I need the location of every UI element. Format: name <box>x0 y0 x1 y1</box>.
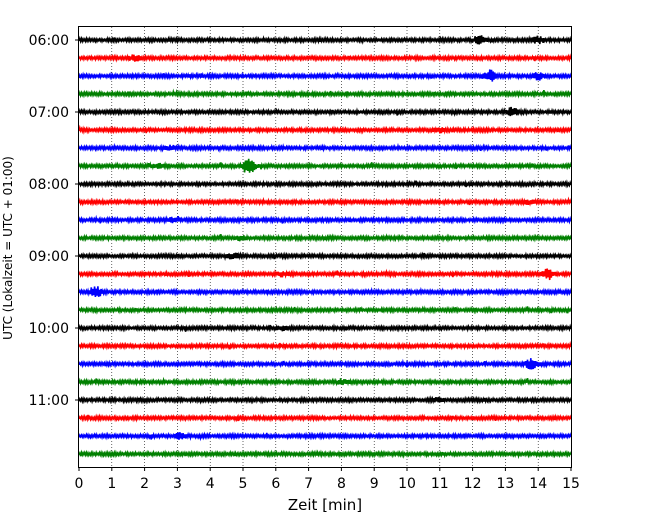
y-tick-label: 10:00 <box>29 321 69 337</box>
x-tick-label: 13 <box>496 476 514 492</box>
y-tick-label: 08:00 <box>29 177 69 193</box>
x-axis-ticks: 0 1 2 3 4 5 6 7 8 9 10 11 12 13 14 15 <box>75 467 580 492</box>
x-axis-label: Zeit [min] <box>288 496 362 514</box>
plot-frame <box>78 26 572 468</box>
y-axis-label: UTC (Lokalzeit = UTC + 01:00) <box>1 156 15 340</box>
trace-1030 <box>78 358 572 370</box>
trace-0615 <box>78 53 572 63</box>
trace-0945 <box>78 305 572 315</box>
trace-1100 <box>78 395 572 405</box>
trace-0800 <box>78 179 572 189</box>
x-tick-label: 5 <box>239 476 248 492</box>
trace-0630 <box>78 69 572 82</box>
y-tick-label: 07:00 <box>29 105 69 121</box>
trace-1015 <box>78 340 572 351</box>
trace-0830 <box>78 214 572 225</box>
traces <box>78 35 572 460</box>
x-tick-label: 12 <box>464 476 482 492</box>
trace-1115 <box>78 413 572 423</box>
x-tick-label: 4 <box>206 476 215 492</box>
y-tick-label: 06:00 <box>29 33 69 49</box>
trace-0745 <box>78 158 572 173</box>
x-tick-label: 1 <box>107 476 116 492</box>
trace-0900 <box>78 251 572 262</box>
x-tick-label: 9 <box>370 476 379 492</box>
x-tick-label: 10 <box>398 476 416 492</box>
x-tick-label: 14 <box>529 476 547 492</box>
trace-0645 <box>78 88 572 99</box>
x-tick-label: 8 <box>337 476 346 492</box>
trace-0915 <box>78 268 572 281</box>
x-tick-label: 2 <box>140 476 149 492</box>
x-tick-label: 6 <box>271 476 280 492</box>
trace-0715 <box>78 124 572 135</box>
vertical-gridlines <box>111 27 539 467</box>
trace-1045 <box>78 376 572 387</box>
trace-0730 <box>78 142 572 154</box>
x-tick-label: 11 <box>431 476 449 492</box>
y-axis-ticks: 06:00 07:00 08:00 09:00 10:00 11:00 <box>29 33 79 409</box>
y-tick-label: 11:00 <box>29 393 69 409</box>
x-tick-label: 7 <box>304 476 313 492</box>
x-tick-label: 3 <box>173 476 182 492</box>
trace-0930 <box>78 286 572 297</box>
x-tick-label: 15 <box>562 476 580 492</box>
trace-1130 <box>78 431 572 442</box>
trace-0700 <box>78 106 572 118</box>
x-tick-label: 0 <box>75 476 84 492</box>
trace-1000 <box>78 323 572 333</box>
trace-1145 <box>78 449 572 460</box>
trace-0845 <box>78 233 572 243</box>
trace-0815 <box>78 196 572 207</box>
trace-0600 <box>78 35 572 45</box>
y-tick-label: 09:00 <box>29 249 69 265</box>
